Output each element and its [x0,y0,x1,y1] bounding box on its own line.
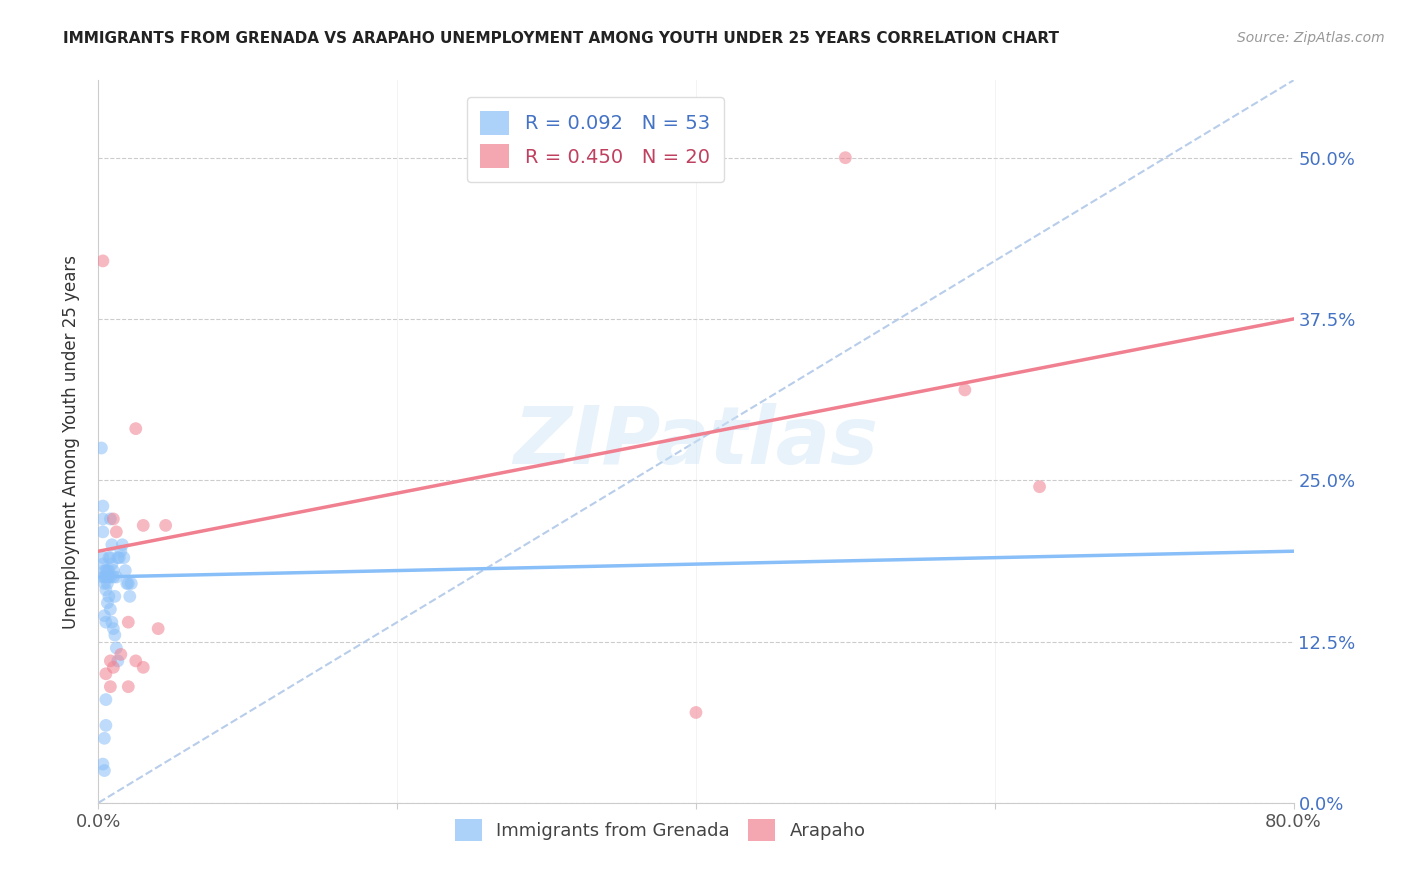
Point [96,596,118,610]
Point [110,648,132,662]
Point [94,564,117,578]
Point [94,718,117,732]
Text: IMMIGRANTS FROM GRENADA VS ARAPAHO UNEMPLOYMENT AMONG YOUTH UNDER 25 YEARS CORRE: IMMIGRANTS FROM GRENADA VS ARAPAHO UNEMP… [63,31,1059,46]
Point [108,550,131,565]
Point [110,544,132,558]
Point [103,622,125,636]
Point [90,441,112,455]
Point [104,628,127,642]
Point [117,576,139,591]
Point [101,615,124,630]
Point [94,570,117,584]
Point [93,576,115,591]
Point [111,538,134,552]
Point [112,550,135,565]
Point [97,570,120,584]
Point [91,550,114,565]
Point [98,512,122,526]
Point [103,570,125,584]
Point [96,570,118,584]
Point [105,524,128,539]
Point [98,654,122,668]
Point [953,383,976,397]
Point [91,524,114,539]
Point [148,622,170,636]
Point [98,680,122,694]
Point [93,570,115,584]
Point [118,590,141,604]
Point [155,518,177,533]
Point [132,660,155,674]
Point [98,550,122,565]
Point [117,680,139,694]
Point [125,422,148,436]
Point [685,706,707,720]
Point [94,582,117,597]
Point [115,576,138,591]
Point [107,550,129,565]
Y-axis label: Unemployment Among Youth under 25 years: Unemployment Among Youth under 25 years [62,254,80,629]
Point [117,615,139,630]
Point [91,557,114,571]
Point [97,550,120,565]
Point [107,654,129,668]
Text: Source: ZipAtlas.com: Source: ZipAtlas.com [1237,31,1385,45]
Point [101,538,124,552]
Point [93,731,115,746]
Point [120,576,142,591]
Point [93,764,115,778]
Point [97,590,120,604]
Point [105,570,128,584]
Point [91,512,114,526]
Point [104,590,127,604]
Point [94,666,117,681]
Point [125,654,148,668]
Text: ZIPatlas: ZIPatlas [513,402,879,481]
Legend: Immigrants from Grenada, Arapaho: Immigrants from Grenada, Arapaho [447,812,873,848]
Point [91,570,114,584]
Point [96,576,118,591]
Point [93,608,115,623]
Point [93,564,115,578]
Point [94,692,117,706]
Point [98,570,122,584]
Point [91,499,114,513]
Point [114,564,136,578]
Point [91,757,114,772]
Point [1028,480,1050,494]
Point [132,518,155,533]
Point [97,564,120,578]
Point [834,151,856,165]
Point [103,512,125,526]
Point [96,564,118,578]
Point [105,640,128,655]
Point [91,254,114,268]
Point [103,564,125,578]
Point [101,557,124,571]
Point [98,602,122,616]
Point [103,660,125,674]
Point [94,615,117,630]
